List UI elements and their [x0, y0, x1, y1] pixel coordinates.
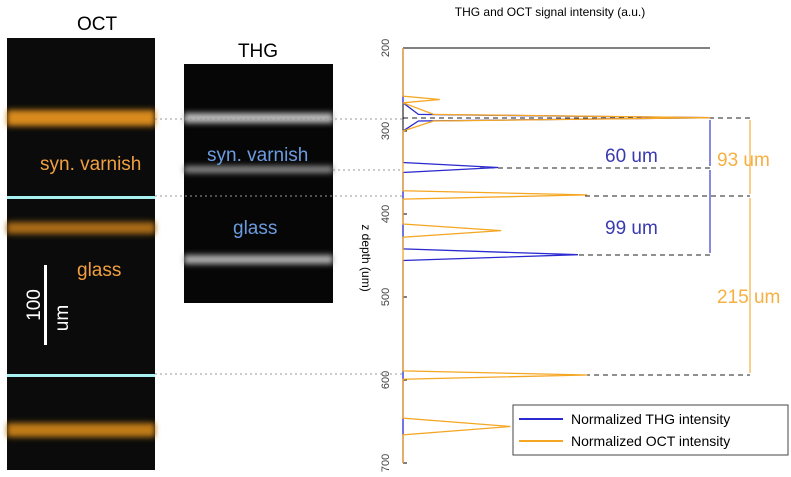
peak-lines [403, 117, 750, 376]
legend-label: Normalized OCT intensity [571, 433, 730, 449]
series-line [402, 48, 711, 463]
annotation: 60 um [605, 146, 658, 167]
annotation: 99 um [605, 218, 658, 239]
annotation: 93 um [717, 150, 770, 171]
y-tick-label: 600 [380, 371, 392, 389]
dimension-arrows [709, 120, 751, 373]
y-tick-label: 400 [380, 205, 392, 223]
connectors [155, 118, 403, 375]
annotation: 215 um [717, 287, 780, 308]
y-tick-label: 700 [380, 454, 392, 472]
legend-box [512, 404, 789, 456]
oct-label: syn. varnish [40, 154, 141, 175]
y-tick-label: 500 [380, 288, 392, 306]
thg-title: THG [238, 41, 278, 62]
y-tick-label: 300 [380, 122, 392, 140]
oct-title: OCT [77, 14, 118, 35]
legend-label: Normalized THG intensity [571, 411, 730, 427]
thg-label: syn. varnish [207, 145, 308, 166]
y-tick-label: 200 [380, 39, 392, 57]
scale-bar-unit: um [52, 305, 73, 331]
thg-label: glass [233, 218, 277, 239]
chart-title: THG and OCT signal intensity (a.u.) [455, 5, 646, 19]
scale-bar-value: 100 [24, 289, 45, 321]
thg-panel [184, 64, 333, 303]
oct-label: glass [77, 260, 121, 281]
y-axis-label: z depth (um) [359, 224, 373, 291]
oct-panel [7, 38, 155, 470]
